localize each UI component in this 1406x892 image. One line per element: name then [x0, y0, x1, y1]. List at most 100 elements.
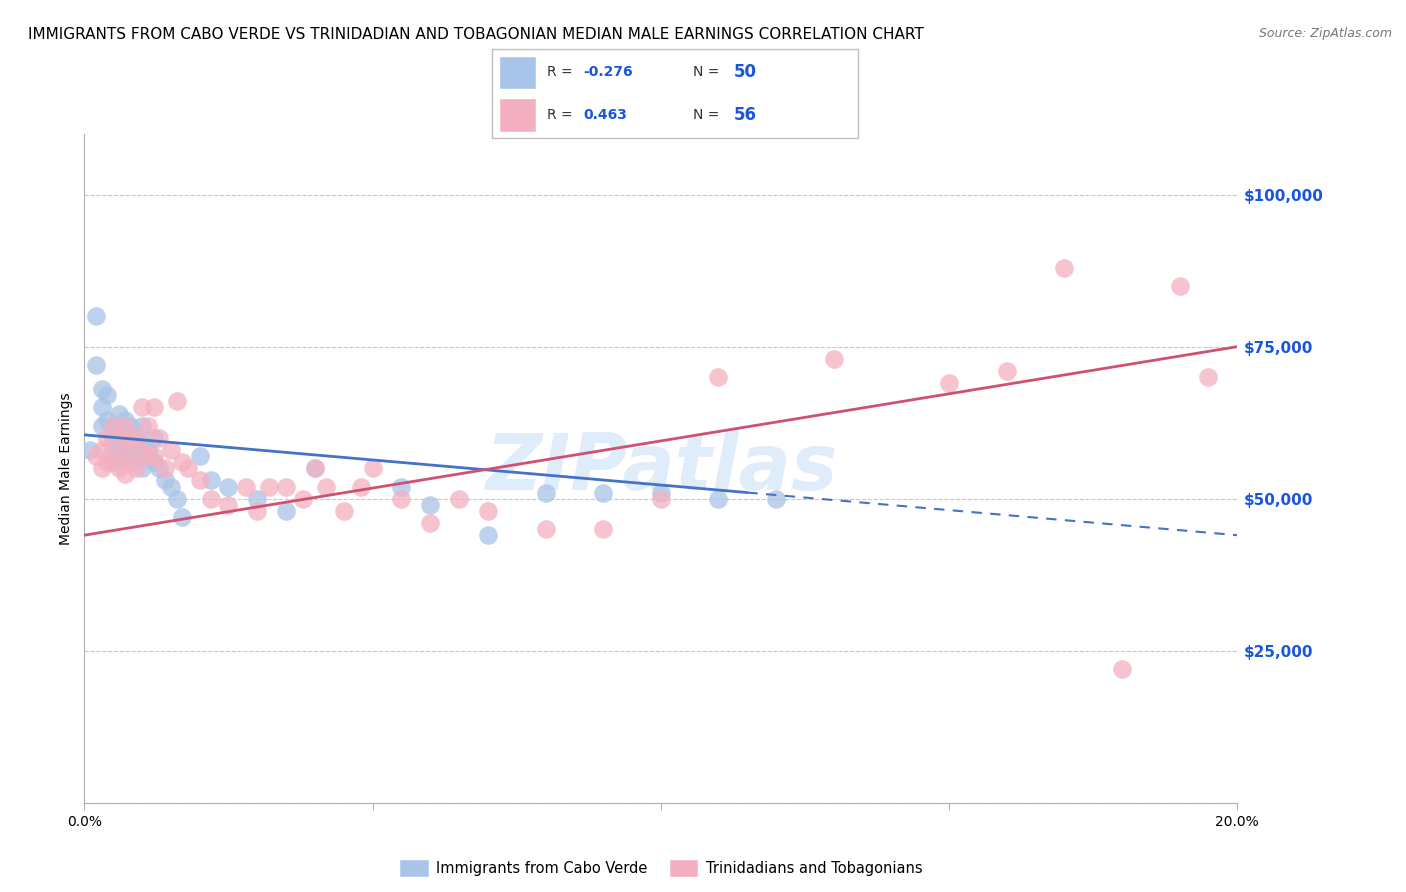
Y-axis label: Median Male Earnings: Median Male Earnings — [59, 392, 73, 545]
Point — [1053, 260, 1076, 275]
Point — [995, 364, 1018, 378]
Point — [142, 455, 165, 469]
Point — [125, 431, 148, 445]
Point — [707, 491, 730, 506]
Text: N =: N = — [693, 65, 724, 79]
Point — [90, 443, 112, 458]
Point — [1111, 662, 1133, 676]
Point — [84, 310, 107, 324]
Point — [142, 401, 165, 415]
Point — [650, 485, 672, 500]
Point — [96, 455, 118, 469]
Point — [257, 479, 280, 493]
Text: N =: N = — [693, 108, 724, 122]
Point — [108, 449, 131, 463]
Point — [276, 504, 298, 518]
Point — [103, 443, 125, 458]
Point — [96, 431, 118, 445]
Point — [361, 461, 384, 475]
Point — [477, 504, 499, 518]
Point — [447, 491, 470, 506]
Point — [136, 443, 159, 458]
Point — [108, 461, 131, 475]
Point — [131, 443, 153, 458]
Point — [419, 498, 441, 512]
Point — [218, 479, 240, 493]
Point — [765, 491, 787, 506]
Point — [120, 431, 142, 445]
Point — [131, 418, 153, 433]
Point — [90, 382, 112, 396]
Point — [90, 418, 112, 433]
Point — [160, 479, 183, 493]
Point — [419, 516, 441, 530]
Point — [114, 425, 136, 439]
Point — [315, 479, 337, 493]
Point — [131, 401, 153, 415]
Point — [108, 407, 131, 421]
Point — [188, 449, 211, 463]
Text: R =: R = — [547, 65, 576, 79]
Point — [304, 461, 326, 475]
Point — [103, 449, 125, 463]
Point — [332, 504, 354, 518]
Point — [172, 455, 194, 469]
Point — [304, 461, 326, 475]
Bar — [499, 98, 536, 132]
Point — [108, 425, 131, 439]
Point — [79, 443, 101, 458]
Point — [938, 376, 960, 391]
Point — [148, 431, 170, 445]
Point — [235, 479, 257, 493]
Point — [218, 498, 240, 512]
Text: 50: 50 — [734, 63, 756, 81]
Point — [292, 491, 315, 506]
Point — [1198, 370, 1220, 384]
Point — [108, 437, 131, 451]
Point — [592, 522, 614, 536]
Point — [114, 412, 136, 426]
Text: IMMIGRANTS FROM CABO VERDE VS TRINIDADIAN AND TOBAGONIAN MEDIAN MALE EARNINGS CO: IMMIGRANTS FROM CABO VERDE VS TRINIDADIA… — [28, 27, 924, 42]
Point — [592, 485, 614, 500]
Text: 56: 56 — [734, 106, 756, 124]
FancyBboxPatch shape — [492, 49, 858, 138]
Point — [1168, 278, 1191, 293]
Text: Source: ZipAtlas.com: Source: ZipAtlas.com — [1258, 27, 1392, 40]
Point — [120, 449, 142, 463]
Point — [114, 467, 136, 482]
Text: 0.463: 0.463 — [583, 108, 627, 122]
Point — [103, 431, 125, 445]
Point — [125, 431, 148, 445]
Point — [108, 431, 131, 445]
Point — [114, 443, 136, 458]
Text: -0.276: -0.276 — [583, 65, 633, 79]
Point — [120, 455, 142, 469]
Point — [534, 522, 557, 536]
Point — [153, 461, 176, 475]
Point — [84, 449, 107, 463]
Point — [84, 358, 107, 372]
Point — [120, 437, 142, 451]
Point — [114, 443, 136, 458]
Point — [172, 510, 194, 524]
Point — [131, 437, 153, 451]
Point — [148, 461, 170, 475]
Point — [200, 474, 222, 488]
Point — [96, 388, 118, 402]
Point — [276, 479, 298, 493]
Point — [391, 491, 413, 506]
Point — [823, 351, 845, 366]
Point — [103, 418, 125, 433]
Point — [166, 394, 188, 409]
Point — [534, 485, 557, 500]
Point — [188, 474, 211, 488]
Point — [114, 418, 136, 433]
Point — [125, 449, 148, 463]
Point — [391, 479, 413, 493]
Point — [246, 491, 269, 506]
Point — [650, 491, 672, 506]
Point — [177, 461, 200, 475]
Point — [142, 449, 165, 463]
Point — [136, 418, 159, 433]
Point — [200, 491, 222, 506]
